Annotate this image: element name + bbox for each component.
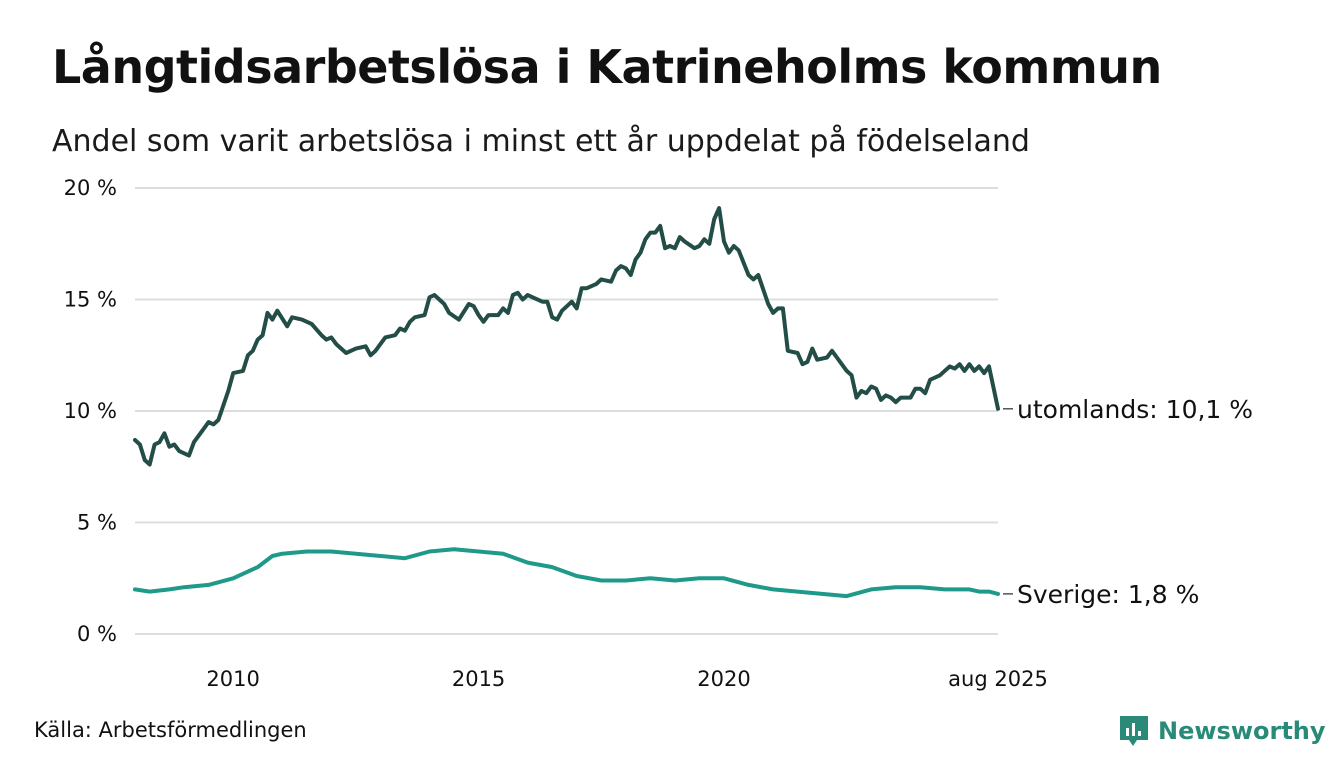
- y-tick-label: 0 %: [77, 622, 117, 646]
- brand-name: Newsworthy: [1158, 717, 1326, 745]
- y-tick-label: 15 %: [64, 288, 117, 312]
- y-tick-label: 20 %: [64, 176, 117, 200]
- source-note: Källa: Arbetsförmedlingen: [34, 718, 307, 742]
- series-label-utomlands: utomlands: 10,1 %: [1017, 395, 1253, 424]
- x-tick-label: 2010: [206, 667, 259, 691]
- series-line-sverige: [133, 547, 1000, 599]
- brand-logo: Newsworthy: [1118, 714, 1326, 748]
- x-tick-label: aug 2025: [948, 667, 1048, 691]
- y-tick-label: 10 %: [64, 399, 117, 423]
- chart-title: Långtidsarbetslösa i Katrineholms kommun: [52, 40, 1162, 94]
- chart-subtitle: Andel som varit arbetslösa i minst ett å…: [52, 124, 1030, 159]
- series-line-utomlands: [133, 206, 1000, 467]
- series-label-sverige: Sverige: 1,8 %: [1017, 580, 1199, 609]
- x-tick-label: 2020: [697, 667, 750, 691]
- x-tick-label: 2015: [452, 667, 505, 691]
- line-chart: 0 % 5 % 10 % 15 % 20 % 2010 2015 2020 aug 2025 ut…: [64, 176, 1253, 691]
- y-tick-label: 5 %: [77, 511, 117, 535]
- newsworthy-icon: [1120, 716, 1148, 746]
